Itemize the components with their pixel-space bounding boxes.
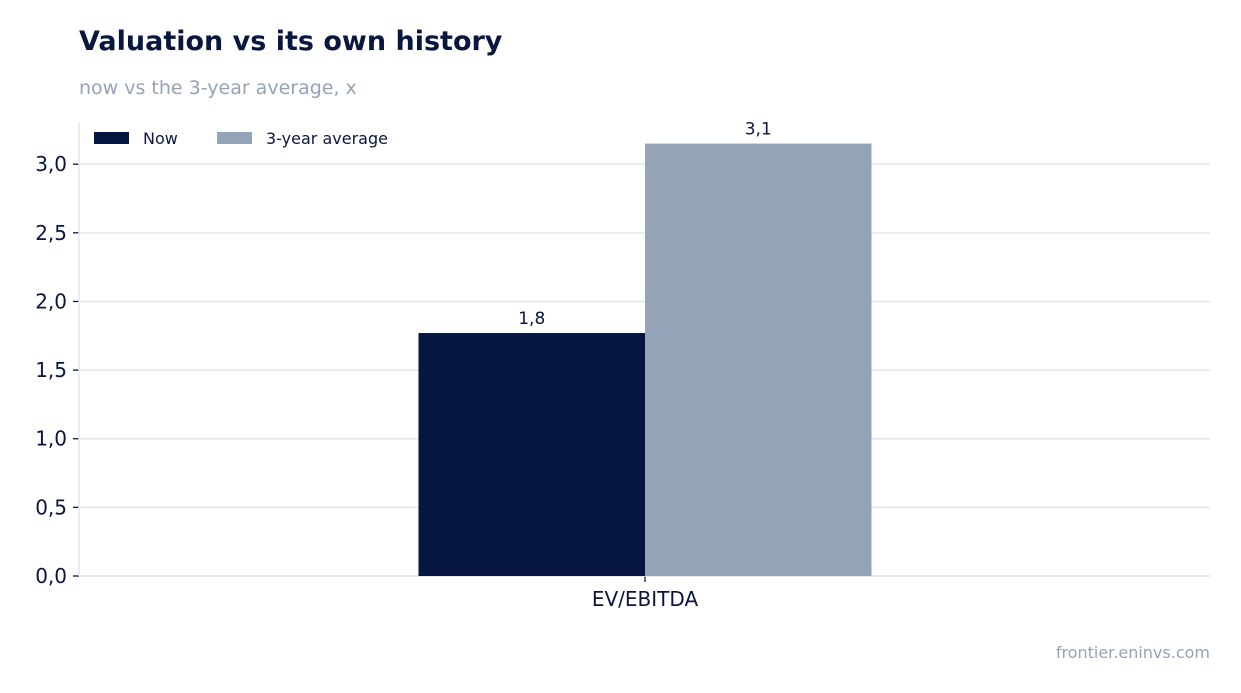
y-tick-label: 2,0 xyxy=(35,289,67,313)
bars xyxy=(418,143,872,576)
data-labels: 1,8 3,1 xyxy=(518,120,772,329)
y-tick-label: 1,0 xyxy=(35,427,67,451)
y-tick-label: 0,0 xyxy=(35,564,67,588)
chart-subtitle: now vs the 3-year average, x xyxy=(79,77,357,99)
y-tick-label: 0,5 xyxy=(35,495,67,519)
y-tick-label: 2,5 xyxy=(35,221,67,245)
y-tick-label: 3,0 xyxy=(35,152,67,176)
chart-title: Valuation vs its own history xyxy=(79,26,503,57)
legend-label: Now xyxy=(143,129,178,148)
x-category-label: EV/EBITDA xyxy=(592,587,699,611)
legend-label: 3-year average xyxy=(266,129,388,148)
bar-three-year-average xyxy=(645,143,872,576)
bar-value-label: 1,8 xyxy=(518,309,545,329)
source-credit: frontier.eninvs.com xyxy=(1055,643,1210,662)
legend: Now 3-year average xyxy=(94,129,388,148)
y-tick-label: 1,5 xyxy=(35,358,67,382)
bar-value-label: 3,1 xyxy=(745,120,772,140)
legend-swatch xyxy=(94,132,129,144)
bar-now xyxy=(418,333,645,576)
legend-swatch xyxy=(217,132,252,144)
